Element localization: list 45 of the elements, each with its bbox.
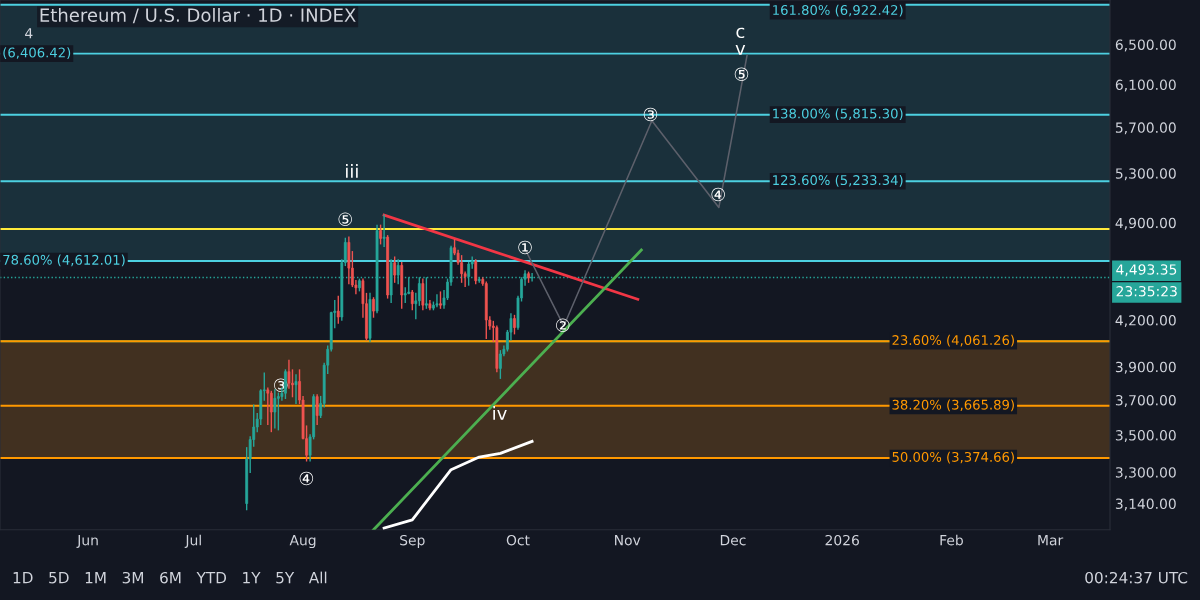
chart-title: Ethereum / U.S. Dollar · 1D · INDEX — [40, 7, 356, 24]
y-tick-label: 6,100.00 — [1115, 79, 1176, 92]
ref-line-label: (6,406.42) — [3, 47, 71, 60]
x-tick-label: 2026 — [825, 534, 859, 546]
y-tick-label: 3,500.00 — [1115, 430, 1176, 442]
x-tick-label: Aug — [289, 535, 316, 549]
y-tick-label: 3,900.00 — [1115, 361, 1176, 374]
ref-line-label: 138.00% (5,815.30) — [773, 108, 903, 121]
y-tick-label: 3,700.00 — [1115, 394, 1176, 407]
y-tick-label: 3,300.00 — [1115, 467, 1176, 480]
x-tick-label: Jun — [76, 535, 98, 548]
ref-line-label: 123.60% (5,233.34) — [773, 174, 903, 187]
annotation: ⑤ — [734, 67, 749, 81]
y-tick-label: 5,300.00 — [1115, 168, 1176, 181]
ref-line-label: 23.60% (4,061.26) — [892, 334, 1014, 347]
text: 00:24:37 UTC — [1085, 571, 1188, 584]
annotation: ② — [556, 318, 570, 333]
annotation: ④ — [711, 187, 725, 202]
ref-line-label: 38.20% (3,665.89) — [892, 399, 1014, 412]
ref-line-label: 4,493.35 — [1116, 264, 1177, 277]
annotation: c — [736, 27, 745, 39]
x-tick-label: Mar — [1038, 535, 1064, 546]
annotation: iii — [346, 163, 358, 178]
ref-line-label: 161.80% (6,922.42) — [773, 4, 903, 17]
ref-line-label: 50.00% (3,374.66) — [892, 451, 1014, 464]
x-tick-label: Feb — [940, 534, 963, 546]
y-tick-label: 6,500.00 — [1115, 39, 1176, 52]
y-tick-label: 4,200.00 — [1115, 315, 1176, 327]
x-tick-label: Nov — [615, 535, 641, 546]
y-tick-label: 5,700.00 — [1115, 122, 1176, 135]
annotation: iv — [493, 406, 507, 420]
y-tick-label: 4,900.00 — [1115, 217, 1176, 230]
ref-line-label: 78.60% (4,612.01) — [3, 254, 125, 267]
x-tick-label: Sep — [400, 534, 425, 549]
x-tick-label: Jul — [184, 534, 201, 548]
annotation: 4 — [25, 28, 33, 39]
annotation: ① — [518, 240, 532, 255]
x-tick-label: Oct — [506, 534, 530, 546]
x-tick-label: Dec — [720, 535, 746, 546]
annotation: ⑤ — [338, 212, 352, 227]
annotation: ④ — [299, 471, 314, 486]
y-tick-label: 3,140.00 — [1115, 498, 1176, 511]
text: 1D 5D 1M 3M 6M YTD 1Y 5Y All — [13, 571, 327, 584]
text: 23:35:23 — [1116, 285, 1177, 297]
annotation: v — [735, 44, 746, 55]
